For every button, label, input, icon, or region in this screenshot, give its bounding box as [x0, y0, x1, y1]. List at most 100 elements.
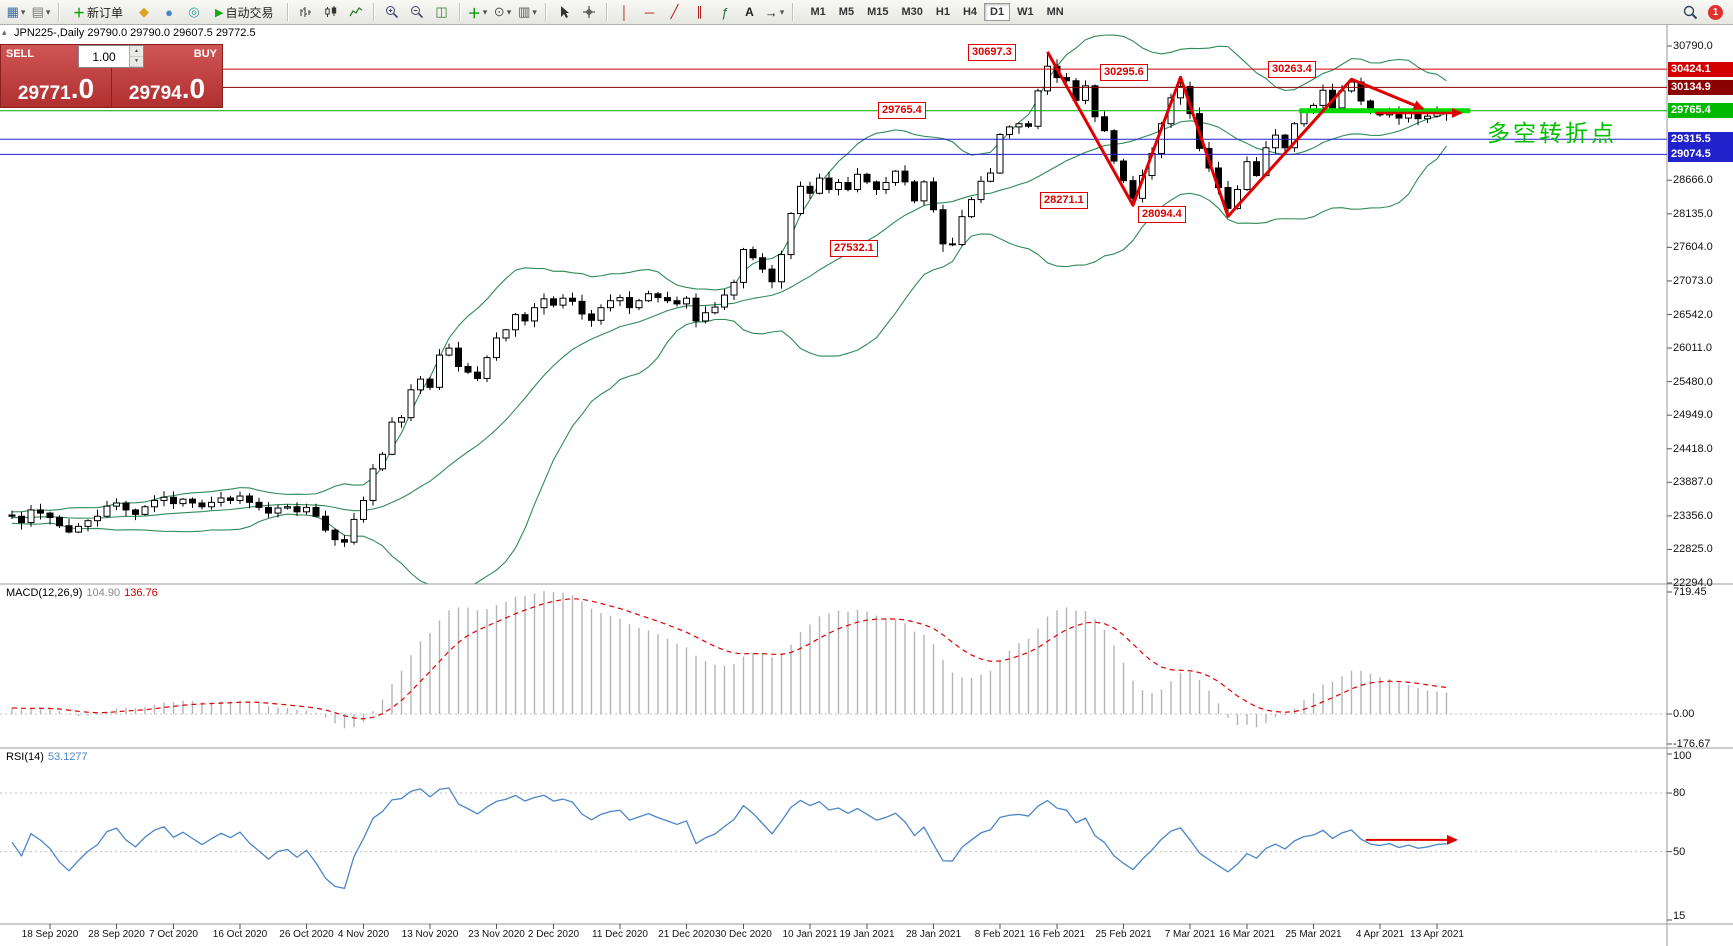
toolbar: ▦ ▾ ▤ ▾ ＋ 新订单 ◆ ● ◎ ▶ 自动交易	[0, 0, 1733, 25]
timeframe-button-H4[interactable]: H4	[962, 6, 978, 18]
horizontal-line-tool-button[interactable]: ─	[638, 1, 662, 23]
time-axis-label: 23 Nov 2020	[468, 929, 525, 940]
chevron-down-icon: ▾	[779, 6, 785, 17]
zoom-out-button[interactable]	[405, 1, 429, 23]
chart-symbol-title: JPN225-,Daily 29790.0 29790.0 29607.5 29…	[14, 27, 256, 39]
indicators-button[interactable]: ＋ ▾	[466, 1, 490, 23]
chart-note-text[interactable]: 多空转折点	[1487, 120, 1617, 146]
price-axis-tick: 27073.0	[1673, 274, 1713, 287]
periods-clock-icon: ⊙	[493, 4, 505, 19]
messages-button[interactable]: ●	[157, 1, 181, 23]
macd-label: MACD(12,26,9) 104.90 136.76	[6, 587, 158, 599]
time-axis-label: 11 Dec 2020	[592, 929, 648, 940]
new-order-label: 新订单	[87, 5, 124, 20]
trendline-tool-button[interactable]: ╱	[663, 1, 687, 23]
time-axis-label: 25 Feb 2021	[1095, 929, 1152, 940]
periods-button[interactable]: ⊙ ▾	[491, 1, 515, 23]
volume-input[interactable]: 1.00 ▲ ▼	[78, 45, 144, 68]
timeframe-button-M1[interactable]: M1	[810, 6, 826, 18]
time-axis-label: 28 Jan 2021	[905, 929, 962, 940]
arrows-tool-icon: →	[764, 4, 778, 20]
macd-axis-tick: 719.45	[1673, 586, 1707, 598]
search-icon	[1683, 5, 1697, 19]
toolbar-separator	[58, 3, 60, 21]
horizontal-line-icon: ─	[644, 4, 655, 20]
text-tool-button[interactable]: A	[738, 1, 762, 23]
community-button[interactable]: ◎	[182, 1, 206, 23]
tile-windows-button[interactable]: ◫	[430, 1, 454, 23]
chevron-down-icon: ▾	[532, 6, 537, 17]
price-label-annotation[interactable]: 28271.1	[1040, 192, 1088, 209]
price-axis-tick: 27604.0	[1673, 241, 1713, 254]
price-label-annotation[interactable]: 28094.4	[1138, 206, 1186, 223]
timeframe-button-M15[interactable]: M15	[867, 6, 889, 18]
search-button[interactable]	[1678, 1, 1702, 23]
buy-price: 29794.0	[128, 73, 206, 104]
volume-stepper: ▲ ▼	[129, 46, 143, 67]
new-chart-button[interactable]: ▦ ▾	[4, 1, 28, 23]
price-axis-tick: 23887.0	[1673, 476, 1713, 489]
profiles-icon: ▤	[31, 4, 44, 19]
bar-chart-button[interactable]	[294, 1, 318, 23]
timeframe-button-D1[interactable]: D1	[984, 3, 1011, 21]
time-axis-label: 13 Nov 2020	[401, 929, 459, 940]
candlestick-chart-button[interactable]	[319, 1, 343, 23]
price-axis-badge: 30424.1	[1668, 61, 1733, 77]
market-button[interactable]: ◆	[132, 1, 156, 23]
new-order-button[interactable]: ＋ 新订单	[65, 1, 131, 23]
timeframe-group: M1 M5 M15 M30 H1 H4 D1 W1 MN	[805, 3, 1070, 21]
time-axis-label: 10 Jan 2021	[782, 929, 838, 940]
autotrade-button[interactable]: ▶ 自动交易	[207, 1, 281, 23]
toolbar-separator	[372, 3, 375, 21]
timeframe-button-H1[interactable]: H1	[935, 6, 950, 18]
macd-axis-tick: 0.00	[1673, 708, 1695, 720]
timeframe-button-W1[interactable]: W1	[1017, 6, 1034, 18]
volume-down-button[interactable]: ▼	[130, 56, 143, 67]
chevron-down-icon: ▾	[45, 6, 51, 17]
fibonacci-tool-button[interactable]: ƒ	[713, 1, 737, 23]
time-axis-label: 4 Nov 2020	[337, 929, 390, 940]
timeframe-button-M30[interactable]: M30	[901, 6, 923, 18]
line-chart-button[interactable]	[344, 1, 368, 23]
one-click-trading-panel: SELL 29771.0 BUY 29794.0 1.00 ▲ ▼	[0, 44, 223, 108]
macd-main-value: 104.90	[86, 587, 121, 599]
cursor-button[interactable]	[552, 1, 576, 23]
price-label-annotation[interactable]: 27532.1	[830, 240, 878, 257]
channel-tool-button[interactable]: ∥	[688, 1, 712, 23]
time-axis-label: 28 Sep 2020	[88, 929, 145, 940]
time-axis-label: 7 Mar 2021	[1164, 929, 1216, 940]
rsi-title: RSI(14)	[6, 751, 44, 763]
time-axis-label: 16 Feb 2021	[1028, 929, 1086, 940]
price-label-annotation[interactable]: 29765.4	[878, 102, 926, 119]
toolbar-separator	[791, 3, 794, 21]
price-axis-badge: 29074.5	[1668, 146, 1733, 162]
volume-up-button[interactable]: ▲	[130, 46, 143, 57]
trendline-icon: ╱	[670, 4, 679, 19]
crosshair-button[interactable]	[577, 1, 601, 23]
market-diamond-icon: ◆	[139, 4, 150, 19]
price-label-annotation[interactable]: 30295.6	[1100, 64, 1148, 81]
macd-signal-value: 136.76	[124, 587, 158, 599]
tile-windows-icon: ◫	[435, 4, 448, 19]
vertical-line-tool-button[interactable]: │	[613, 1, 637, 23]
one-click-collapse-icon[interactable]: ▴	[2, 27, 7, 37]
price-axis-tick: 22294.0	[1673, 577, 1713, 589]
time-axis-label: 7 Oct 2020	[149, 929, 198, 940]
price-axis-tick: 25480.0	[1673, 375, 1713, 388]
timeframe-button-MN[interactable]: MN	[1046, 6, 1064, 18]
zoom-in-button[interactable]	[380, 1, 404, 23]
time-axis-label: 26 Oct 2020	[279, 929, 334, 940]
price-label-annotation[interactable]: 30263.4	[1268, 61, 1316, 78]
fibonacci-icon: ƒ	[720, 4, 729, 20]
timeframe-button-M5[interactable]: M5	[838, 6, 855, 18]
toolbar-separator	[605, 3, 608, 21]
arrows-tool-button[interactable]: → ▾	[763, 1, 787, 23]
notification-badge[interactable]: 1	[1708, 4, 1723, 20]
time-axis-label: 21 Dec 2020	[658, 929, 715, 940]
profiles-button[interactable]: ▤ ▾	[29, 1, 53, 23]
templates-button[interactable]: ▥ ▾	[516, 1, 540, 23]
channel-icon: ∥	[696, 4, 703, 19]
time-axis-label: 13 Apr 2021	[1410, 929, 1464, 940]
price-label-annotation[interactable]: 30697.3	[968, 44, 1016, 61]
